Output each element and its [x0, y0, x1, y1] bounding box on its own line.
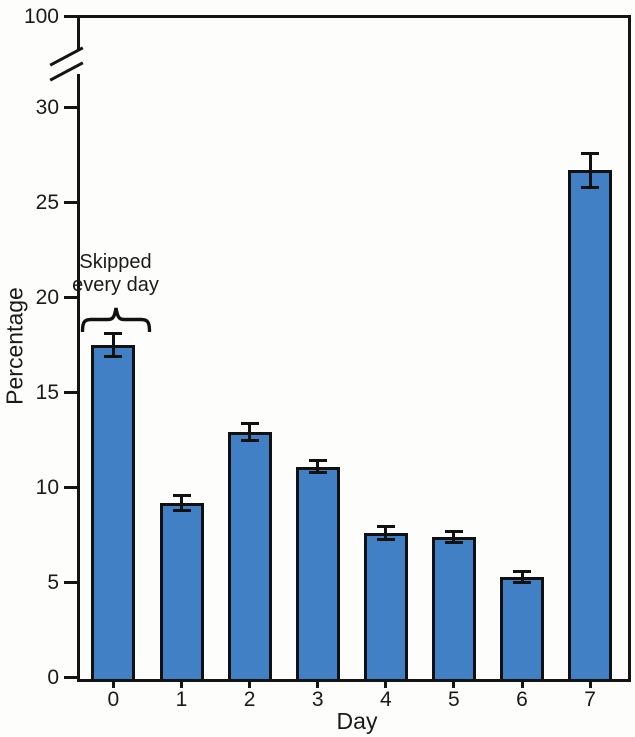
error-bar-cap-top: [240, 422, 259, 426]
error-bar-cap-bottom: [513, 581, 531, 584]
error-bar-line: [384, 526, 388, 540]
curly-brace-icon: [80, 307, 152, 332]
x-tick-label: 4: [379, 688, 392, 711]
error-bar-cap-bottom: [308, 470, 327, 474]
x-tick-mark: [111, 679, 115, 688]
x-tick-label: 1: [175, 688, 188, 711]
x-tick-mark: [316, 679, 320, 688]
annotation-skipped-every-day: Skipped every day: [45, 251, 186, 297]
error-bar-line: [588, 153, 592, 188]
error-bar-line: [316, 460, 320, 473]
y-tick-label: 15: [35, 380, 59, 404]
x-tick-mark: [588, 679, 592, 688]
error-bar-line: [180, 495, 183, 511]
error-bar-cap-bottom: [376, 538, 395, 542]
bar-day-6: [500, 576, 544, 679]
y-tick-mark: [64, 676, 77, 679]
annotation-line-1: Skipped: [79, 251, 152, 273]
x-tick-label: 5: [448, 688, 460, 711]
y-tick-mark: [64, 486, 77, 489]
error-bar-cap-bottom: [444, 541, 463, 545]
error-bar-cap-top: [104, 332, 123, 336]
error-bar-cap-top: [444, 529, 463, 533]
error-bar-cap-top: [172, 493, 191, 497]
y-tick-mark: [64, 15, 77, 18]
bar-day-5: [431, 536, 476, 679]
y-tick-mark: [64, 391, 77, 394]
error-bar-cap-bottom: [240, 439, 259, 443]
y-tick-label: 30: [35, 95, 59, 119]
x-tick-mark: [180, 679, 183, 688]
y-axis-line-upper: [77, 15, 80, 51]
y-tick-label: 25: [35, 190, 59, 214]
x-tick-label: 6: [516, 688, 528, 711]
x-tick-label: 7: [584, 688, 596, 711]
x-tick-mark: [384, 679, 388, 688]
y-tick-mark: [64, 581, 77, 584]
x-axis-title: Day: [336, 708, 378, 734]
error-bar-cap-top: [513, 569, 531, 573]
y-tick-mark: [64, 296, 77, 299]
x-tick-mark: [248, 679, 252, 688]
x-tick-label: 2: [243, 688, 256, 711]
bar-day-4: [363, 533, 408, 679]
y-tick-label: 100: [23, 4, 59, 28]
bar-day-1: [159, 502, 204, 679]
error-bar-cap-bottom: [581, 185, 600, 189]
error-bar-cap-top: [376, 524, 395, 528]
error-bar-line: [520, 571, 524, 583]
y-tick-label: 20: [35, 285, 59, 309]
y-tick-label: 0: [47, 665, 59, 689]
y-tick-mark: [64, 201, 77, 204]
error-bar-cap-top: [581, 151, 600, 155]
error-bar-cap-top: [308, 459, 327, 463]
x-tick-mark: [452, 679, 456, 688]
bar-day-7: [568, 170, 613, 679]
x-tick-label: 3: [311, 688, 324, 711]
error-bar-cap-bottom: [172, 508, 191, 512]
plot-frame: [77, 15, 631, 682]
bar-day-0: [91, 345, 136, 679]
x-tick-mark: [520, 679, 524, 688]
y-axis-line-lower: [77, 74, 80, 679]
y-tick-label: 5: [47, 570, 59, 594]
error-bar-line: [111, 333, 115, 357]
error-bar-line: [248, 423, 252, 441]
x-tick-label: 0: [107, 688, 120, 711]
bar-day-2: [227, 432, 272, 679]
error-bar-line: [452, 531, 456, 543]
annotation-line-2: every day: [72, 274, 159, 296]
bar-day-3: [295, 466, 340, 679]
error-bar-cap-bottom: [104, 354, 123, 358]
y-tick-label: 10: [35, 475, 59, 499]
y-tick-mark: [64, 106, 77, 109]
